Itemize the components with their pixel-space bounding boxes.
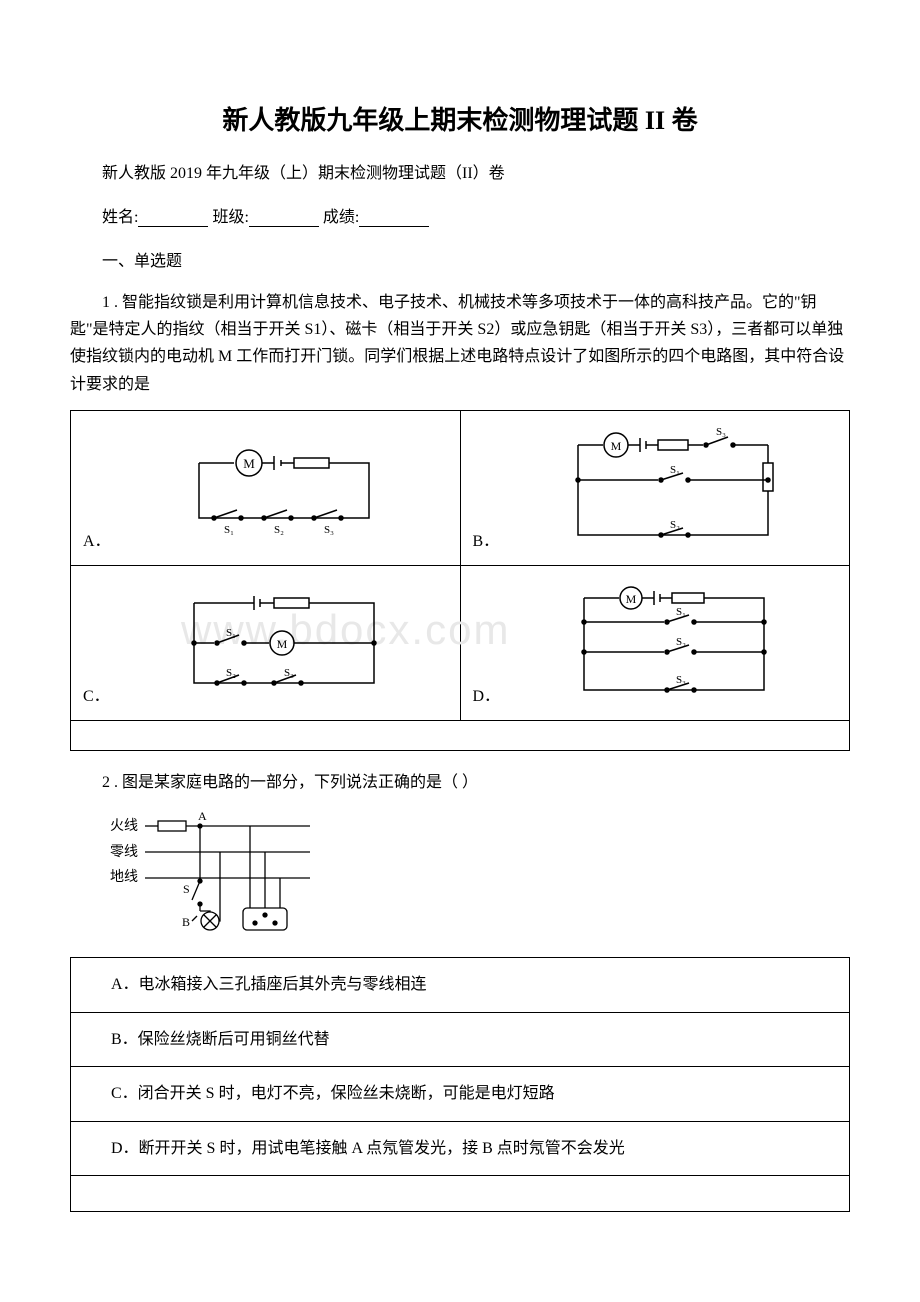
svg-text:B: B [182, 915, 190, 929]
table-row: www.bdocx.com C． [71, 565, 850, 720]
circuit-c-diagram: S₁ M S₂ [174, 583, 394, 703]
svg-text:S₂: S₂ [226, 667, 236, 679]
svg-text:S₂: S₂ [274, 524, 284, 536]
answer-d: D．断开开关 S 时，用试电笔接触 A 点氖管发光，接 B 点时氖管不会发光 [71, 1121, 850, 1176]
name-blank [138, 209, 208, 227]
svg-text:S₃: S₃ [324, 524, 334, 536]
svg-text:S₁: S₁ [670, 464, 680, 476]
page-title: 新人教版九年级上期末检测物理试题 II 卷 [70, 100, 850, 137]
info-line: 姓名: 班级: 成绩: [70, 203, 850, 227]
empty-answer-cell [71, 1176, 850, 1212]
svg-text:地线: 地线 [110, 869, 138, 885]
option-a-label: A． [83, 527, 111, 551]
answer-c: C．闭合开关 S 时，电灯不亮，保险丝未烧断，可能是电灯短路 [71, 1067, 850, 1122]
table-row [71, 1176, 850, 1212]
section-header: 一、单选题 [70, 247, 850, 271]
circuit-d-diagram: M S₁ [564, 580, 784, 705]
class-label: 班级: [212, 209, 248, 226]
option-c-cell: www.bdocx.com C． [71, 565, 461, 720]
svg-text:M: M [276, 637, 287, 651]
svg-text:零线: 零线 [110, 844, 138, 860]
q2-answer-table: A．电冰箱接入三孔插座后其外壳与零线相连 B．保险丝烧断后可用铜丝代替 C．闭合… [70, 957, 850, 1212]
svg-text:M: M [625, 592, 636, 606]
table-row: A．电冰箱接入三孔插座后其外壳与零线相连 [71, 957, 850, 1012]
svg-text:S₂: S₂ [676, 636, 686, 648]
table-row: A． M [71, 410, 850, 565]
question-2-text: 2 . 图是某家庭电路的一部分，下列说法正确的是（ ） [70, 769, 850, 796]
table-row: C．闭合开关 S 时，电灯不亮，保险丝未烧断，可能是电灯短路 [71, 1067, 850, 1122]
svg-text:M: M [243, 456, 255, 471]
circuit-b-diagram: M S₃ [558, 425, 788, 550]
option-b-label: B． [473, 527, 500, 551]
svg-text:M: M [611, 439, 622, 453]
circuit-a-diagram: M S₁ [179, 438, 389, 538]
svg-text:S₃: S₃ [716, 426, 726, 438]
table-row: D．断开开关 S 时，用试电笔接触 A 点氖管发光，接 B 点时氖管不会发光 [71, 1121, 850, 1176]
answer-a: A．电冰箱接入三孔插座后其外壳与零线相连 [71, 957, 850, 1012]
svg-text:S: S [183, 882, 190, 896]
svg-text:S₂: S₂ [670, 519, 680, 531]
svg-text:A: A [198, 809, 207, 823]
option-d-label: D． [473, 682, 501, 706]
option-d-cell: D． M [460, 565, 850, 720]
circuit-options-table: A． M [70, 410, 850, 751]
svg-text:S₁: S₁ [676, 606, 686, 618]
subtitle: 新人教版 2019 年九年级（上）期末检测物理试题（II）卷 [70, 159, 850, 183]
question-1-text: 1 . 智能指纹锁是利用计算机信息技术、电子技术、机械技术等多项技术于一体的高科… [70, 289, 850, 398]
svg-text:S₃: S₃ [284, 667, 294, 679]
table-row [71, 720, 850, 750]
score-blank [359, 209, 429, 227]
q2-circuit-diagram: 火线 零线 地线 A S B [110, 808, 850, 943]
option-a-cell: A． M [71, 410, 461, 565]
svg-text:S₁: S₁ [224, 524, 234, 536]
score-label: 成绩: [323, 209, 359, 226]
option-c-label: C． [83, 682, 110, 706]
class-blank [249, 209, 319, 227]
name-label: 姓名: [102, 209, 138, 226]
answer-b: B．保险丝烧断后可用铜丝代替 [71, 1012, 850, 1067]
option-b-cell: B． M [460, 410, 850, 565]
svg-text:S₁: S₁ [226, 627, 236, 639]
svg-text:S₃: S₃ [676, 674, 686, 686]
empty-cell [71, 720, 850, 750]
svg-text:火线: 火线 [110, 818, 138, 834]
table-row: B．保险丝烧断后可用铜丝代替 [71, 1012, 850, 1067]
